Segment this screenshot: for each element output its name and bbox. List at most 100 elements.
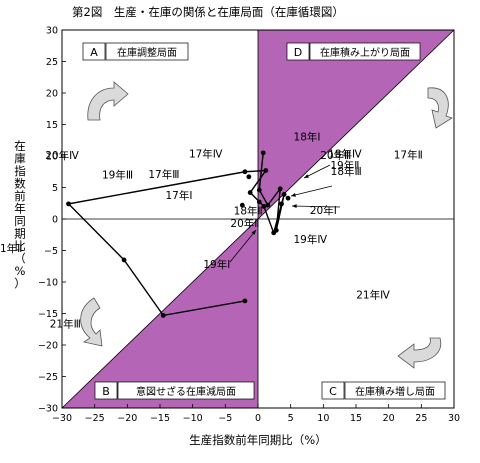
point-label: 19年Ⅱ (330, 159, 359, 172)
data-point (281, 192, 287, 197)
annotation-d-letter: D (294, 46, 302, 59)
data-point (246, 174, 252, 180)
diagonal-line (61, 29, 455, 409)
cycle-arrows (80, 81, 453, 369)
leader-arrowhead-icon (292, 204, 297, 209)
point-label: 20年Ⅰ (310, 204, 337, 217)
point-label: 21年Ⅳ (356, 288, 390, 301)
y-tick-label: 25 (46, 57, 58, 68)
y-tick-label: −30 (38, 404, 58, 415)
x-axis-ticks: −30 −25 −20 −15 −10 −5 0 5 10 15 20 25 30 (52, 404, 460, 424)
x-tick-label: −15 (150, 413, 170, 424)
data-point (261, 204, 267, 209)
series-points (66, 150, 291, 318)
annotation-a-letter: A (90, 46, 98, 59)
series-lines (67, 152, 285, 317)
y-tick-label: −25 (38, 372, 58, 383)
data-point (271, 230, 277, 236)
y-tick-label: 30 (46, 26, 58, 37)
annotation-d-text: 在庫積み上がり局面 (320, 46, 410, 59)
data-point (239, 202, 245, 208)
data-point (256, 199, 262, 205)
annotation-b-letter: B (102, 385, 110, 398)
leader-line (290, 185, 333, 197)
x-tick-label: 25 (415, 413, 427, 424)
y-tick-label: 0 (52, 215, 58, 226)
data-point (242, 169, 248, 175)
annotation-d: D 在庫積み上がり局面 (286, 42, 421, 61)
point-label: 17年Ⅱ (394, 149, 423, 162)
point-labels: 18年Ⅰ 18年Ⅱ 18年Ⅲ 18年Ⅳ 19年Ⅰ 19年Ⅱ 19年Ⅲ 19年Ⅳ 20年Ⅰ 20年Ⅱ… (0, 130, 423, 330)
point-label: 20年Ⅱ (230, 217, 259, 230)
data-point (256, 187, 262, 193)
annotation-a-text: 在庫調整局面 (117, 46, 177, 59)
x-tick-label: 10 (317, 413, 329, 424)
point-label: 21年Ⅱ (0, 242, 22, 255)
y-tick-label: −10 (38, 278, 58, 289)
annotation-b-text: 意図せざる在庫減局面 (136, 385, 236, 398)
x-tick-label: −25 (85, 413, 105, 424)
leader-arrowhead-icon (304, 174, 309, 178)
y-tick-label: 5 (52, 183, 58, 194)
leader-line (229, 229, 257, 263)
leader-arrows (229, 164, 341, 263)
point-label: 17年Ⅲ (148, 168, 179, 181)
x-tick-label: 15 (350, 413, 362, 424)
point-label: 20年Ⅳ (45, 149, 79, 162)
annotation-b: B 意図せざる在庫減局面 (94, 381, 255, 400)
y-tick-label: −15 (38, 309, 58, 320)
chart-title: 第2図 生産・在庫の関係と在庫局面（在庫循環図） (72, 5, 344, 19)
x-tick-label: 30 (448, 413, 460, 424)
x-tick-label: −5 (218, 413, 232, 424)
point-label: 18年Ⅳ (328, 147, 362, 160)
data-point (160, 312, 166, 318)
data-point (265, 202, 271, 208)
leader-line (291, 205, 341, 208)
y-tick-label: −20 (38, 341, 58, 352)
curved-arrow-upper-right-icon (427, 87, 453, 129)
y-tick-label: 15 (46, 120, 58, 131)
leader-arrowhead-icon (291, 193, 296, 197)
point-label: 18年Ⅱ (234, 205, 263, 218)
data-point (277, 186, 283, 192)
x-tick-label: 5 (288, 413, 294, 424)
curved-arrow-lower-right-icon (397, 337, 442, 369)
data-point (260, 150, 266, 156)
point-label: 18年Ⅰ (294, 130, 321, 143)
y-tick-label: 20 (46, 89, 58, 100)
leader-line (303, 164, 331, 179)
x-axis-label: 生産指数前年同期比（%） (189, 433, 326, 447)
point-label: 17年Ⅳ (189, 147, 223, 160)
x-tick-label: 0 (255, 413, 261, 424)
data-point (242, 298, 248, 304)
annotation-c: C 在庫積み増し局面 (321, 381, 446, 400)
curved-arrow-upper-left-icon (87, 81, 129, 121)
point-label: 19年Ⅲ (102, 169, 133, 182)
y-tick-label: −5 (44, 246, 58, 257)
point-label: 17年Ⅰ (165, 189, 192, 202)
data-point (121, 257, 127, 263)
annotation-a: A 在庫調整局面 (82, 42, 189, 61)
y-tick-label: 10 (46, 152, 58, 163)
point-label: 19年Ⅰ (203, 258, 230, 271)
curved-arrow-lower-left-icon (80, 297, 103, 347)
annotation-c-text: 在庫積み増し局面 (355, 385, 435, 398)
x-tick-label: −30 (52, 413, 72, 424)
data-point (66, 201, 71, 207)
point-label: 19年Ⅳ (293, 233, 327, 246)
x-tick-label: −20 (117, 413, 137, 424)
data-point (279, 201, 284, 207)
annotation-c-letter: C (329, 385, 337, 398)
y-axis-label: 在庫指数前年同期比（%） (14, 139, 26, 291)
data-point (263, 168, 269, 173)
y-axis-ticks: 30 25 20 15 10 5 0 −5 −10 −15 −20 −25 −30 (38, 26, 66, 415)
x-tick-label: −10 (183, 413, 203, 424)
series-line (67, 152, 285, 317)
leader-arrowhead-icon (251, 230, 256, 235)
data-point (247, 190, 253, 195)
point-label: 18年Ⅲ (331, 165, 362, 178)
x-tick-label: 20 (383, 413, 395, 424)
point-label: 20年Ⅲ (320, 149, 351, 162)
point-label: 21年Ⅲ (50, 317, 81, 330)
